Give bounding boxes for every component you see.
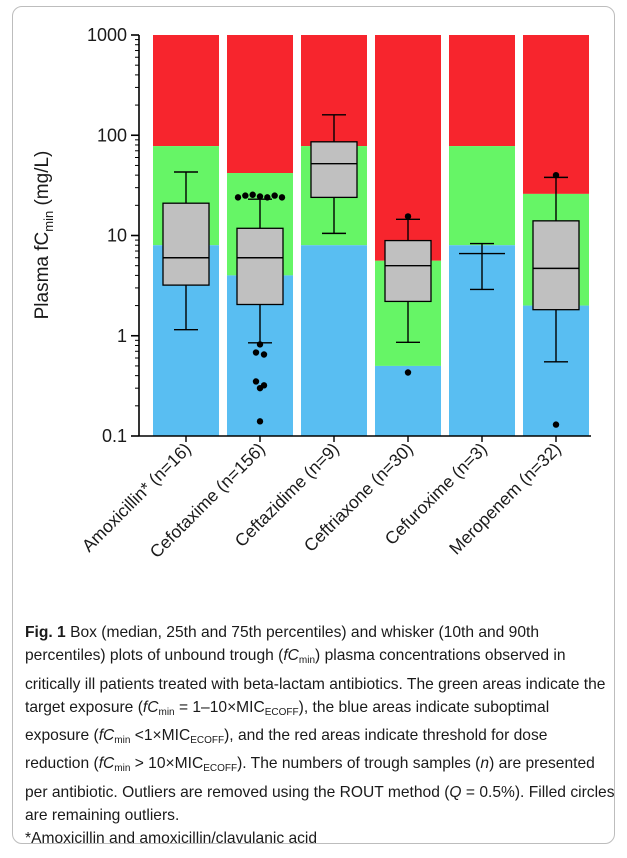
- outlier-point: [256, 341, 264, 348]
- outlier-point: [234, 194, 242, 201]
- reduction-zone: [523, 35, 589, 194]
- outlier-point: [256, 418, 264, 425]
- caption-footnote: *Amoxicillin and amoxicillin/clavulanic …: [25, 830, 318, 848]
- reduction-zone: [153, 35, 219, 147]
- outlier-point: [404, 213, 412, 220]
- y-tick-label: 1000: [87, 25, 127, 45]
- box-iqr: [384, 239, 432, 303]
- y-tick-label: 0.1: [102, 426, 127, 446]
- box-plot: [162, 171, 210, 331]
- figure-frame: [12, 6, 615, 844]
- reduction-zone: [449, 35, 515, 147]
- box-plot-chart: 0.1 1 10 100 1000 Amoxicillin* (n=16)Cefotax…: [32, 25, 591, 562]
- exposure-zones: [153, 35, 589, 436]
- box-iqr: [162, 202, 210, 286]
- reduction-zone: [227, 35, 293, 174]
- box-plot: [310, 114, 358, 235]
- outlier-point: [252, 349, 260, 356]
- target-zone: [449, 146, 515, 246]
- outlier-point: [249, 191, 256, 198]
- outlier-point: [252, 378, 260, 385]
- y-axis: 0.1 1 10 100 1000: [87, 25, 591, 446]
- outlier-point: [271, 192, 278, 199]
- suboptimal-zone: [301, 245, 367, 436]
- outlier-point: [256, 193, 264, 200]
- outlier-point: [552, 421, 560, 428]
- outlier-point: [260, 351, 268, 358]
- outlier-point: [278, 194, 286, 201]
- box-plot: [384, 213, 432, 376]
- y-axis-label: Plasma fCmin (mg/L): [32, 151, 56, 320]
- box-iqr: [532, 220, 580, 311]
- outlier-point: [552, 171, 560, 179]
- outlier-point: [264, 194, 271, 201]
- x-axis-labels: Amoxicillin* (n=16)Cefotaxime (n=156)Cef…: [78, 439, 565, 562]
- figure-label: Fig. 1: [25, 624, 66, 641]
- box-plots: [162, 114, 580, 428]
- suboptimal-zone: [375, 365, 441, 436]
- y-tick-label: 10: [107, 226, 127, 246]
- outlier-point: [404, 369, 412, 376]
- box-plot: [234, 191, 286, 425]
- y-tick-label: 100: [97, 125, 127, 145]
- outlier-point: [256, 384, 264, 392]
- outlier-point: [242, 192, 249, 199]
- box-iqr: [236, 227, 284, 306]
- box-plot: [459, 242, 505, 291]
- y-tick-label: 1: [117, 326, 127, 346]
- figure-caption: Fig. 1 Box (median, 25th and 75th percen…: [25, 624, 615, 848]
- box-iqr: [310, 141, 358, 199]
- box-plot: [532, 171, 580, 428]
